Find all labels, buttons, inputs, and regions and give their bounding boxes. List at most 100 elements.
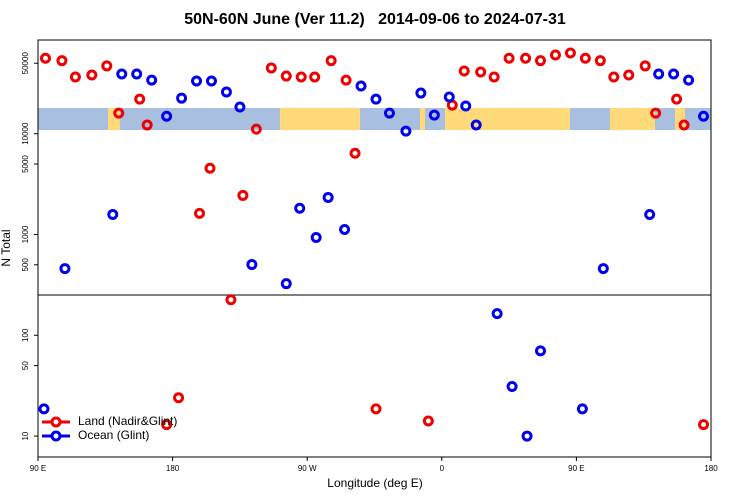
point [191,75,203,87]
point [280,70,292,82]
point [280,278,292,290]
point [683,74,695,86]
y-tick-label: 50 [21,361,30,370]
point [246,259,258,271]
point [415,87,427,99]
point [294,202,306,214]
point [597,263,609,275]
point [698,419,710,431]
x-tick-label: 180 [166,464,180,473]
point [698,110,710,122]
ocean-patch [38,108,108,130]
point [107,208,119,220]
y-tick-label: 10 [21,431,30,440]
x-tick-label: 0 [440,464,445,473]
point [161,419,173,431]
point [383,107,395,119]
point [650,107,662,119]
point [339,224,351,236]
x-tick-label: 90 E [568,464,584,473]
point [134,93,146,105]
point [475,66,487,78]
point [204,162,216,174]
ocean-patch [360,108,420,130]
point [234,101,246,113]
point [265,62,277,74]
y-tick-label: 5000 [21,155,30,173]
point [237,189,249,201]
y-tick-label: 10000 [21,122,30,145]
point [678,119,690,131]
point [623,69,635,81]
legend-label: Land (Nadir&Glint) [78,414,177,428]
x-tick-label: 90 W [298,464,317,473]
point [639,60,651,72]
y-tick-label: 50000 [21,52,30,75]
point [400,125,412,137]
point [176,92,188,104]
point [549,49,561,61]
point [131,68,143,80]
point [491,308,503,320]
point [39,52,51,64]
point [250,123,262,135]
x-tick-label: 180 [704,464,718,473]
chart-title: 50N-60N June (Ver 11.2) 2014-09-06 to 20… [184,11,566,28]
legend-label: Ocean (Glint) [78,428,149,442]
point [38,403,50,415]
point [355,80,367,92]
legend-marker [50,416,62,428]
ocean-patch [570,108,610,130]
point [428,109,440,121]
point [460,100,472,112]
plot-frame [37,39,712,458]
point [205,75,217,87]
point [146,74,158,86]
point [503,52,515,64]
x-tick-label: 90 E [30,464,46,473]
point [225,294,237,306]
point [86,69,98,81]
point [340,74,352,86]
point [370,403,382,415]
point [564,47,576,59]
point [173,392,185,404]
y-tick-label: 1000 [21,225,30,243]
point [59,263,71,275]
point [608,71,620,83]
point [521,430,533,442]
point [458,65,470,77]
point [141,119,153,131]
point [101,60,113,72]
point [535,55,547,67]
point [295,71,307,83]
point [653,68,665,80]
point [309,71,321,83]
point [422,415,434,427]
ocean-patch [120,108,280,130]
y-tick-label: 500 [21,258,30,272]
point [194,207,206,219]
point [69,71,81,83]
point [644,208,656,220]
point [322,191,334,203]
point [671,93,683,105]
point [370,93,382,105]
y-axis-label: N Total [0,229,13,266]
point [535,345,547,357]
point [506,381,518,393]
point [220,86,232,98]
point [56,55,68,67]
point [443,91,455,103]
point [325,55,337,67]
legend-marker [50,430,62,442]
point [576,403,588,415]
point [116,68,128,80]
point [113,107,125,119]
point [310,232,322,244]
map-band [38,108,711,130]
point [488,71,500,83]
point [579,52,591,64]
point [161,110,173,122]
